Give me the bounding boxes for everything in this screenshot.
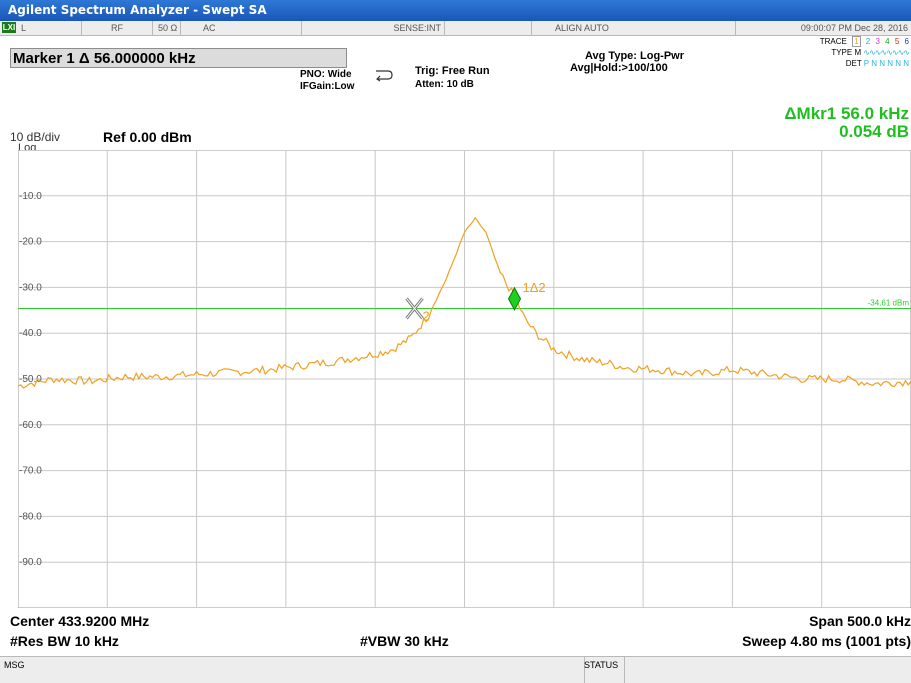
video-bandwidth[interactable]: #VBW 30 kHz [360, 633, 449, 649]
delta-marker-frequency: ΔMkr1 56.0 kHz [784, 104, 909, 123]
sweep-time[interactable]: Sweep 4.80 ms (1001 pts) [742, 633, 911, 649]
mode-indicator: L [18, 21, 82, 35]
spacer-cell [448, 21, 532, 35]
delta-marker-amplitude: 0.054 dB [839, 122, 909, 141]
y-tick-label: -50.0 [19, 374, 42, 385]
det-value: P N N N N N [863, 59, 909, 68]
trace-3-indicator[interactable]: 3 [875, 37, 880, 46]
type-label: TYPE [831, 48, 853, 57]
trigger-icon [376, 70, 393, 82]
grid [18, 150, 911, 608]
window-title-bar: Agilent Spectrum Analyzer - Swept SA [0, 0, 911, 21]
spectrum-plot[interactable]: -10.0 -20.0 -30.0 -40.0 -50.0 -60.0 -70.0 -80.0… [18, 150, 911, 608]
avg-type: Avg Type: Log-Pwr [585, 50, 684, 62]
y-tick-label: -80.0 [19, 511, 42, 522]
trace-1-indicator[interactable]: 1 [852, 36, 861, 47]
avg-hold: Avg|Hold:>100/100 [570, 62, 668, 74]
sense-indicator: SENSE:INT [300, 21, 445, 35]
y-tick-label: -60.0 [19, 420, 42, 431]
trace-2-indicator[interactable]: 2 [865, 37, 871, 46]
marker-1-label: 1Δ2 [523, 280, 546, 295]
det-row: DET P N N N N N [817, 58, 909, 69]
pno-setting: PNO: Wide [300, 69, 352, 80]
y-tick-label: -90.0 [19, 557, 42, 568]
display-line-label: -34.61 dBm [868, 299, 910, 308]
det-label: DET [845, 59, 862, 68]
attenuation-setting: Atten: 10 dB [415, 79, 474, 90]
input-indicator: RF [82, 21, 153, 35]
footer-bar: MSG STATUS [0, 656, 911, 683]
trace-row: TRACE 1 2 3 4 5 6 [817, 36, 909, 47]
trace-1-line [18, 216, 911, 389]
span[interactable]: Span 500.0 kHz [809, 613, 911, 629]
center-frequency[interactable]: Center 433.9200 MHz [10, 613, 150, 629]
align-indicator: ALIGN AUTO [552, 21, 736, 35]
message-label: MSG [4, 660, 25, 670]
trace-label: TRACE [819, 37, 847, 46]
lxi-icon: LXI [2, 22, 16, 33]
status-label: STATUS [580, 657, 625, 683]
message-area: MSG [0, 657, 585, 683]
ifgain-setting: IFGain:Low [300, 81, 355, 92]
active-marker-function[interactable]: Marker 1 Δ 56.000000 kHz [10, 48, 347, 68]
type-row: TYPE M ∿∿∿∿∿∿∿∿ [831, 48, 910, 57]
marker-1-icon[interactable] [507, 286, 522, 311]
reference-marker-icon-inner [406, 298, 423, 319]
impedance-indicator: 50 Ω [155, 21, 181, 35]
reference-marker-label: 2 [422, 308, 429, 323]
datetime: 09:00:07 PM Dec 28, 2016 [800, 23, 908, 33]
y-tick-label: -70.0 [19, 466, 42, 477]
coupling-indicator: AC [200, 21, 302, 35]
window-title: Agilent Spectrum Analyzer - Swept SA [8, 3, 267, 17]
type-value: M [854, 48, 862, 57]
trigger-setting: Trig: Free Run [415, 65, 490, 77]
trace-4-indicator[interactable]: 4 [885, 37, 890, 46]
scale-per-div: 10 dB/div [10, 130, 61, 144]
resolution-bandwidth[interactable]: #Res BW 10 kHz [10, 633, 119, 649]
y-tick-label: -40.0 [19, 328, 42, 339]
trace-6-indicator[interactable]: 6 [904, 37, 909, 46]
y-tick-label: -10.0 [19, 191, 42, 202]
trace-5-indicator[interactable]: 5 [894, 37, 900, 46]
trace-legend: TRACE 1 2 3 4 5 6 TYPE M ∿∿∿∿∿∿∿∿ DET P … [817, 36, 910, 69]
y-tick-label: -30.0 [19, 282, 42, 293]
y-tick-label: -20.0 [19, 237, 42, 248]
reference-level: Ref 0.00 dBm [103, 129, 192, 145]
y-tick-labels: -10.0 -20.0 -30.0 -40.0 -50.0 -60.0 -70.0 -80.0… [19, 191, 42, 568]
markers[interactable]: 1Δ2 2 [405, 280, 546, 324]
instrument-status-row: LXI L RF 50 Ω AC SENSE:INT ALIGN AUTO 09… [0, 21, 911, 36]
